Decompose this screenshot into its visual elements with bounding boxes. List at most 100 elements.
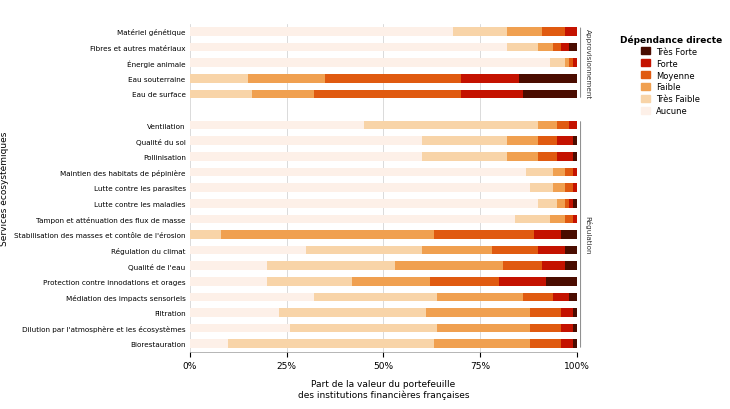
Bar [507, 28, 542, 37]
Bar [569, 293, 577, 301]
Bar [190, 90, 252, 99]
Bar [558, 153, 573, 161]
Bar [550, 215, 565, 224]
Bar [565, 184, 573, 192]
Bar [553, 293, 569, 301]
Bar [561, 339, 573, 348]
Bar [364, 121, 538, 130]
Bar [190, 59, 550, 68]
Bar [267, 262, 395, 270]
Bar [190, 231, 220, 239]
Bar [573, 200, 577, 208]
Bar [507, 44, 538, 52]
Bar [565, 215, 573, 224]
Bar [515, 215, 550, 224]
Legend: Très Forte, Forte, Moyenne, Faible, Très Faible, Aucune: Très Forte, Forte, Moyenne, Faible, Très… [620, 35, 722, 116]
Bar [190, 215, 515, 224]
Bar [538, 153, 558, 161]
Y-axis label: Services écosystémiques: Services écosystémiques [0, 131, 9, 245]
Bar [573, 339, 577, 348]
Bar [569, 44, 577, 52]
Bar [353, 277, 430, 286]
Bar [291, 324, 437, 333]
Bar [569, 59, 573, 68]
Bar [190, 44, 507, 52]
Bar [561, 324, 573, 333]
Bar [573, 153, 577, 161]
Bar [550, 59, 565, 68]
Bar [453, 28, 507, 37]
Bar [190, 184, 530, 192]
X-axis label: Part de la valeur du portefeuille
des institutions financières françaises: Part de la valeur du portefeuille des in… [298, 379, 469, 399]
Bar [523, 90, 577, 99]
Bar [190, 153, 422, 161]
Bar [565, 59, 569, 68]
Bar [434, 339, 530, 348]
Bar [279, 308, 426, 317]
Text: Régulation: Régulation [585, 216, 591, 254]
Bar [558, 137, 573, 146]
Bar [530, 184, 553, 192]
Bar [190, 293, 314, 301]
Bar [569, 200, 573, 208]
Bar [542, 28, 565, 37]
Bar [190, 28, 453, 37]
Bar [530, 324, 561, 333]
Bar [538, 246, 565, 255]
Bar [534, 231, 561, 239]
Bar [573, 324, 577, 333]
Bar [518, 75, 577, 83]
Bar [422, 246, 491, 255]
Bar [542, 262, 565, 270]
Bar [430, 277, 499, 286]
Bar [306, 246, 422, 255]
Bar [314, 293, 437, 301]
Bar [507, 153, 538, 161]
Bar [538, 121, 558, 130]
Bar [434, 231, 534, 239]
Bar [526, 168, 553, 177]
Bar [437, 324, 530, 333]
Bar [561, 231, 577, 239]
Bar [190, 308, 279, 317]
Bar [190, 168, 526, 177]
Bar [538, 44, 553, 52]
Bar [573, 137, 577, 146]
Bar [573, 184, 577, 192]
Bar [530, 308, 561, 317]
Bar [558, 121, 569, 130]
Bar [538, 137, 558, 146]
Bar [538, 200, 558, 208]
Bar [565, 168, 573, 177]
Bar [523, 293, 553, 301]
Bar [565, 200, 569, 208]
Bar [507, 137, 538, 146]
Bar [314, 90, 461, 99]
Bar [553, 44, 561, 52]
Bar [561, 44, 569, 52]
Bar [395, 262, 503, 270]
Bar [461, 75, 518, 83]
Bar [437, 293, 523, 301]
Bar [573, 168, 577, 177]
Bar [190, 121, 364, 130]
Bar [190, 246, 306, 255]
Bar [426, 308, 530, 317]
Bar [267, 277, 353, 286]
Bar [565, 246, 577, 255]
Bar [190, 75, 248, 83]
Bar [461, 90, 523, 99]
Bar [491, 246, 538, 255]
Bar [190, 137, 422, 146]
Bar [573, 215, 577, 224]
Bar [228, 339, 434, 348]
Bar [553, 184, 565, 192]
Bar [553, 168, 565, 177]
Bar [190, 339, 228, 348]
Bar [561, 308, 573, 317]
Bar [565, 28, 577, 37]
Bar [573, 308, 577, 317]
Bar [190, 262, 267, 270]
Text: Approvisionnement: Approvisionnement [585, 29, 591, 99]
Bar [558, 200, 565, 208]
